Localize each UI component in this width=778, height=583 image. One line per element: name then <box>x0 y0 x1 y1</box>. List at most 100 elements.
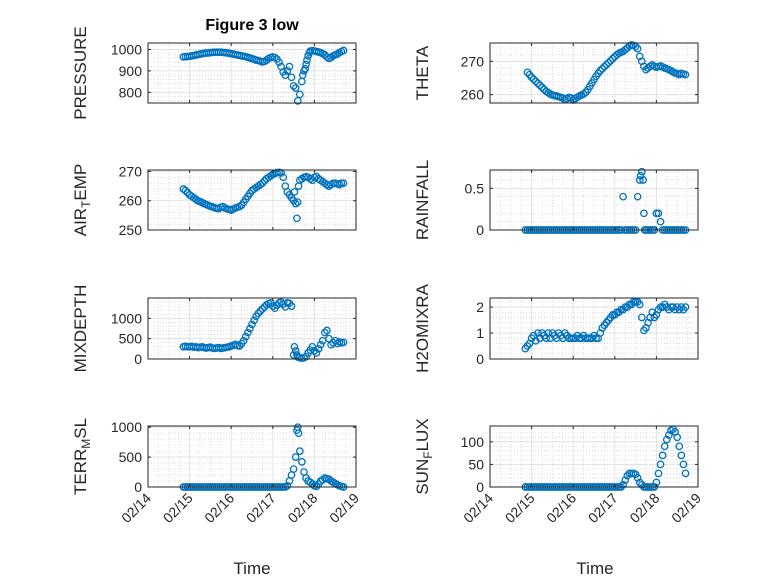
data-point <box>289 82 298 90</box>
data-point <box>523 68 532 77</box>
data-point <box>250 316 258 325</box>
data-point <box>635 478 644 487</box>
axes-box <box>147 297 357 360</box>
data-point <box>241 332 250 341</box>
y-tick-label: 1000 <box>111 41 142 57</box>
data-point <box>310 347 319 355</box>
data-point <box>291 84 300 92</box>
data-point <box>536 81 544 90</box>
data-point <box>248 320 256 329</box>
y-axis-label: H2OMIXRA <box>413 283 432 372</box>
y-tick-label: 1 <box>476 325 484 341</box>
data-point <box>639 176 647 184</box>
data-point <box>681 469 690 478</box>
data-point <box>290 342 299 351</box>
y-tick-label: 50 <box>468 456 484 472</box>
y-tick-label: 270 <box>119 163 143 179</box>
y-tick-label: 1000 <box>111 419 142 435</box>
y-tick-label: 1000 <box>111 310 142 326</box>
data-point <box>303 56 311 64</box>
subplot-pressure: 800 900 1000 PRESSURE <box>71 26 357 120</box>
data-point <box>598 64 607 73</box>
data-point <box>604 58 613 67</box>
series-markers <box>179 168 348 223</box>
series-markers <box>523 41 690 104</box>
data-point <box>656 217 665 226</box>
y-tick-label: 2 <box>476 299 484 315</box>
data-point <box>268 302 277 310</box>
data-point <box>316 340 325 349</box>
data-point <box>323 326 331 335</box>
data-point <box>291 453 300 461</box>
data-point <box>531 77 540 86</box>
data-point <box>675 442 684 451</box>
data-point <box>681 303 690 311</box>
data-point <box>295 90 304 99</box>
data-point <box>602 60 611 69</box>
data-point <box>301 64 310 73</box>
x-tick-label: 02/18 <box>626 490 662 526</box>
grid <box>489 426 699 488</box>
data-point <box>258 179 267 188</box>
data-point <box>619 192 627 201</box>
data-point <box>183 188 192 197</box>
y-tick-label: 260 <box>461 87 485 103</box>
y-axis-label: SUNFLUX <box>413 418 435 494</box>
x-axis-label-left: Time <box>233 559 270 578</box>
data-point <box>608 54 617 63</box>
data-point <box>527 73 536 82</box>
y-tick-label: 800 <box>119 84 143 100</box>
data-point <box>290 188 299 196</box>
data-point <box>239 336 248 345</box>
subplot-mixdepth: 0 500 1000 MIXDEPTH <box>71 285 357 372</box>
figure-title: Figure 3 low <box>205 17 299 34</box>
x-tick-label: 02/15 <box>160 490 196 526</box>
y-axis-label: RAINFALL <box>413 160 432 240</box>
axes-box <box>489 169 699 231</box>
data-point <box>293 198 302 207</box>
data-point <box>654 469 663 478</box>
y-axis-label: AIRTEMP <box>71 164 93 237</box>
data-point <box>633 44 642 53</box>
data-point <box>312 172 321 181</box>
y-tick-label: 0.5 <box>465 180 485 196</box>
x-tick-label: 02/17 <box>585 490 621 526</box>
y-tick-label: 500 <box>119 449 143 465</box>
y-tick-label: 0 <box>134 479 142 495</box>
data-point <box>271 53 279 62</box>
data-point <box>654 209 663 218</box>
axes-box <box>489 42 699 104</box>
y-tick-label: 270 <box>461 53 485 69</box>
subplot-terr_msl: 0 500 1000 TERRMSL 02/14 02/15 02/16 02/17 02/18… <box>71 418 362 526</box>
data-point <box>621 476 630 485</box>
data-point <box>679 460 688 469</box>
subplot-sun_flux: 0 50 100 SUNFLUX 02/14 02/15 02/16 02/17 02/18 02… <box>413 418 704 526</box>
y-tick-label: 0 <box>476 351 484 367</box>
data-point <box>246 324 254 333</box>
y-axis-label: PRESSURE <box>71 26 90 120</box>
data-point <box>656 460 665 469</box>
data-point <box>283 67 292 75</box>
data-point <box>314 344 323 353</box>
data-point <box>665 431 673 439</box>
data-point <box>633 192 642 201</box>
data-point <box>662 435 671 444</box>
axes-box <box>489 425 699 488</box>
y-tick-label: 900 <box>119 63 143 79</box>
data-point <box>320 328 329 337</box>
data-point <box>243 328 252 337</box>
data-point <box>673 433 682 442</box>
data-point <box>533 79 542 88</box>
data-point <box>287 73 296 82</box>
data-point <box>635 300 644 309</box>
data-point <box>298 458 306 466</box>
data-point <box>293 214 301 223</box>
data-point <box>287 302 296 310</box>
data-point <box>289 351 298 359</box>
y-tick-label: 0 <box>134 351 142 367</box>
data-point <box>640 209 648 218</box>
axes-box <box>489 297 699 360</box>
data-point <box>637 313 646 322</box>
y-tick-label: 250 <box>119 222 143 238</box>
